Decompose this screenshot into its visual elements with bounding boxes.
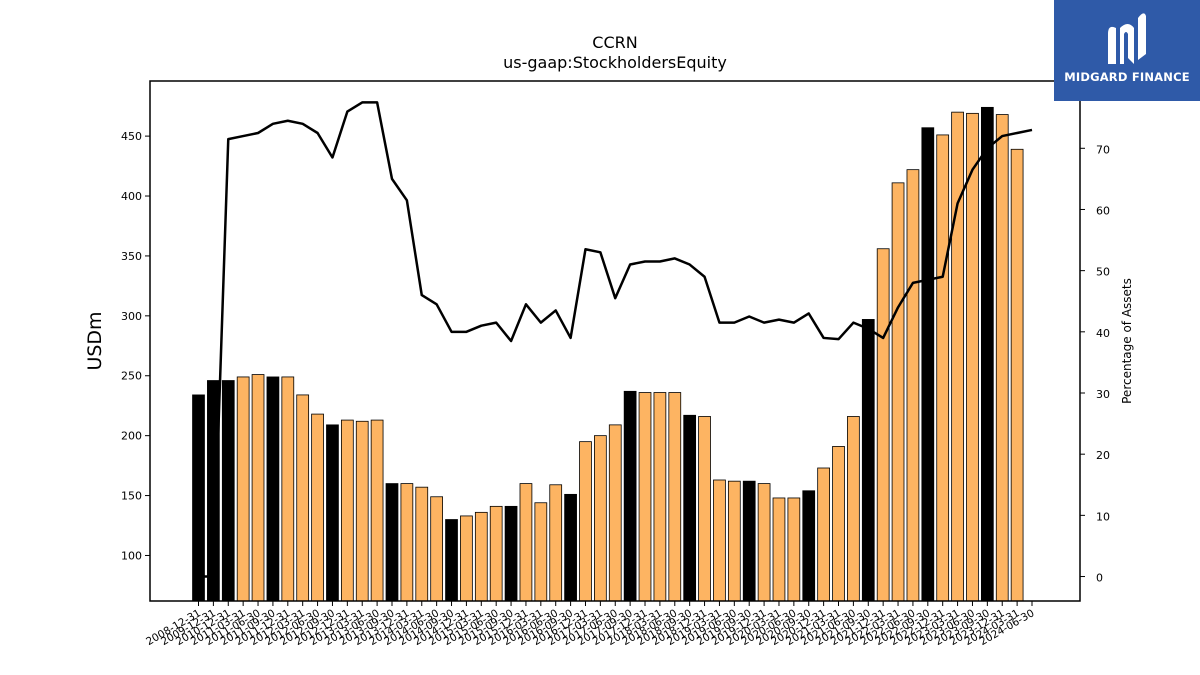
bar-2015-12-31 [519, 483, 533, 602]
bar-2013-03-31 [355, 420, 369, 602]
bar-2016-09-30 [564, 493, 577, 602]
y2-tick-label: 30 [1096, 388, 1110, 401]
bar-2019-12-31 [757, 483, 771, 602]
bar-2023-06-30 [966, 112, 979, 602]
y2-tick-label: 20 [1096, 449, 1110, 462]
bar-2017-12-31 [638, 392, 652, 602]
percentage-line [198, 101, 1033, 578]
bar-2020-03-31 [772, 497, 786, 602]
bar-2024-03-31 [1010, 148, 1024, 602]
bar-2011-03-31 [236, 376, 250, 602]
bar-2023-12-31 [995, 114, 1009, 602]
y-tick-label: 450 [121, 130, 142, 143]
left-axis: 100 150 200 250 300 350 400 450 [121, 130, 150, 562]
y-tick-label: 250 [121, 370, 142, 383]
bar-2019-06-30 [727, 480, 741, 602]
bar-2012-12-31 [340, 419, 354, 602]
bar-2018-06-30 [668, 392, 682, 602]
bar-2022-06-30 [906, 169, 920, 602]
y-axis-label: USDm [84, 311, 106, 370]
y-tick-label: 400 [121, 190, 142, 203]
bar-2011-06-30 [251, 374, 265, 602]
y-tick-label: 200 [121, 430, 142, 443]
bar-2015-03-31 [474, 511, 488, 602]
y-tick-label: 150 [121, 490, 142, 503]
y-tick-label: 300 [121, 310, 142, 323]
bar-2021-12-31 [876, 248, 890, 602]
bar-2022-12-31 [936, 134, 950, 602]
y2-tick-label: 50 [1096, 266, 1110, 279]
bar-2023-03-31 [951, 111, 964, 602]
bar-2016-03-31 [534, 502, 548, 602]
bar-2020-06-30 [787, 497, 801, 602]
y2-tick-label: 60 [1096, 204, 1110, 217]
bar-2014-03-31 [415, 486, 429, 602]
bar-2013-09-30 [385, 483, 399, 602]
bar-2020-12-31 [817, 467, 830, 602]
bar-2012-09-30 [326, 424, 339, 602]
bar-2021-09-30 [861, 319, 875, 602]
bar-2013-12-31 [400, 483, 414, 602]
bar-2014-09-30 [445, 519, 458, 602]
y-tick-label: 100 [121, 549, 142, 562]
bar-2020-09-30 [802, 490, 816, 602]
brand-logo: MIDGARD FINANCE [1054, 0, 1200, 101]
y2-axis-label: Percentage of Assets [1120, 278, 1134, 404]
bar-2015-09-30 [504, 505, 518, 602]
y-tick-label: 350 [121, 250, 142, 263]
bar-2023-09-30 [980, 106, 994, 602]
bar-2017-03-31 [594, 435, 607, 602]
bar-2021-06-30 [847, 416, 860, 602]
chart-subtitle: us-gaap:StockholdersEquity [503, 53, 727, 72]
bar-2022-09-30 [921, 127, 935, 602]
bar-2018-12-31 [698, 416, 711, 602]
y2-tick-label: 40 [1096, 327, 1110, 340]
line-group [198, 101, 1033, 578]
bar-2015-06-30 [489, 505, 503, 602]
bar-2018-09-30 [683, 414, 697, 602]
bar-2014-12-31 [460, 515, 473, 602]
y2-tick-label: 0 [1096, 572, 1103, 585]
bar-2021-03-31 [832, 446, 845, 602]
bar-group [192, 106, 1024, 602]
bar-2012-06-30 [311, 413, 324, 602]
bar-2011-12-31 [281, 376, 295, 602]
midgard-logo-icon [1108, 13, 1146, 64]
bar-2017-09-30 [623, 390, 637, 602]
bar-2011-09-30 [266, 376, 280, 602]
bar-2018-03-31 [653, 392, 667, 602]
bar-2010-12-31 [221, 380, 235, 602]
x-axis: 2008-12-312009-12-312010-12-312011-03-31… [144, 601, 1037, 648]
y2-tick-label: 70 [1096, 143, 1110, 156]
bar-2016-06-30 [549, 484, 563, 602]
bar-2019-09-30 [742, 480, 756, 602]
bar-2013-06-30 [370, 419, 384, 602]
chart-title: CCRN [592, 33, 637, 52]
bar-2012-03-31 [296, 394, 310, 602]
bar-2017-06-30 [608, 424, 622, 602]
right-axis: 0 10 20 30 40 50 60 70 [1080, 143, 1110, 585]
bar-2019-03-31 [713, 479, 726, 602]
logo-text: MIDGARD FINANCE [1064, 70, 1190, 84]
bar-2022-03-31 [891, 182, 905, 602]
bar-2008-12-31 [192, 394, 205, 602]
bar-2014-06-30 [430, 496, 444, 602]
y2-tick-label: 10 [1096, 510, 1110, 523]
bar-2016-12-31 [579, 441, 592, 602]
